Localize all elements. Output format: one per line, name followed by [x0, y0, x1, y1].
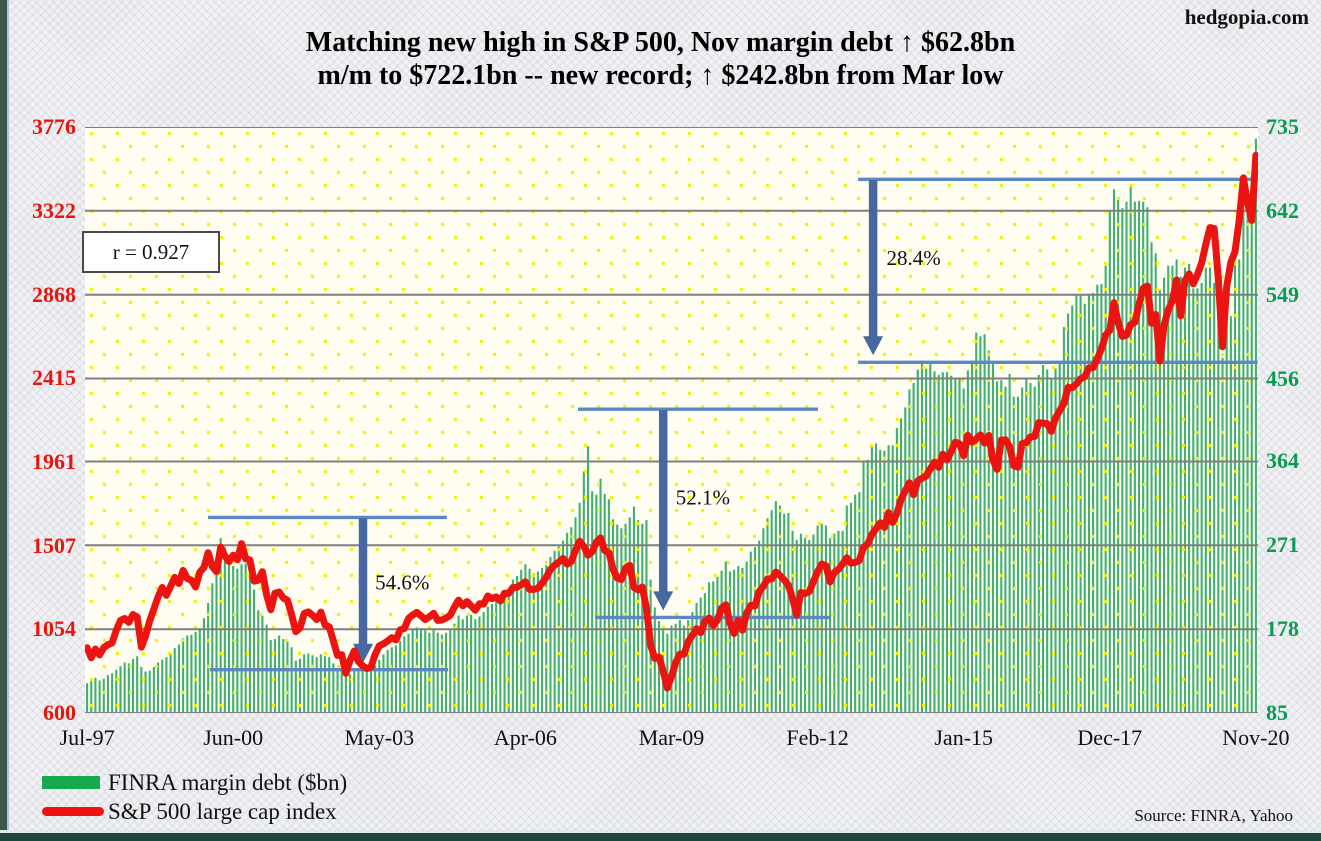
correlation-box: r = 0.927	[82, 231, 220, 273]
y-axis-tick-right: 178	[1266, 616, 1299, 642]
y-axis-tick-left: 600	[43, 700, 76, 725]
y-axis-tick-right: 549	[1266, 281, 1299, 307]
x-axis-tick: Jan-15	[934, 725, 994, 750]
y-axis-tick-right: 735	[1266, 114, 1299, 139]
y-axis-tick-right: 271	[1266, 532, 1299, 558]
plot-area: 54.6% 52.1% 28.4%	[83, 126, 1260, 714]
y-axis-tick-left: 2868	[32, 281, 76, 307]
y-axis-tick-left: 3776	[32, 114, 76, 139]
x-axis-tick: Jul-97	[59, 725, 115, 750]
chart-canvas: 54.6% 52.1% 28.4%	[83, 126, 1260, 714]
sp500-swatch	[42, 807, 104, 816]
title-line-2: m/m to $722.1bn -- new record; ↑ $242.8b…	[317, 60, 1004, 91]
x-axis-tick: Apr-06	[493, 725, 557, 750]
x-axis-tick: Dec-17	[1077, 725, 1143, 750]
x-axis-tick: May-03	[344, 725, 415, 750]
x-axis-tick: Jun-00	[203, 725, 264, 750]
legend-item-margin-debt: FINRA margin debt ($bn)	[42, 768, 347, 797]
legend: FINRA margin debt ($bn) S&P 500 large ca…	[42, 768, 347, 826]
y-axis-tick-right: 456	[1266, 365, 1299, 391]
source-note: Source: FINRA, Yahoo	[1134, 806, 1293, 825]
chart-title: Matching new high in S&P 500, Nov margin…	[0, 26, 1321, 92]
svg-text:52.1%: 52.1%	[676, 486, 730, 510]
y-axis-tick-right: 364	[1266, 448, 1299, 474]
y-axis-tick-right: 642	[1266, 197, 1299, 223]
svg-text:54.6%: 54.6%	[375, 571, 429, 595]
y-axis-tick-left: 2415	[32, 365, 76, 391]
correlation-label: r = 0.927	[112, 240, 190, 264]
bottom-edge-decoration	[0, 833, 1321, 841]
y-axis-tick-left: 1054	[32, 616, 76, 642]
title-line-1: Matching new high in S&P 500, Nov margin…	[305, 27, 1016, 58]
x-axis: Jul-97 Jun-00 May-03 Apr-06 Mar-09 Feb-12 Jan-…	[0, 725, 1321, 755]
svg-text:28.4%: 28.4%	[887, 246, 941, 270]
brand-text: hedgopia.com	[1184, 5, 1309, 29]
bottom-edge-highlight	[0, 830, 1321, 833]
y-axis-tick-right: 85	[1266, 700, 1288, 725]
x-axis-tick: Mar-09	[638, 725, 705, 750]
legend-item-sp500: S&P 500 large cap index	[42, 797, 347, 826]
y-axis-tick-left: 3322	[32, 197, 76, 223]
margin-debt-swatch	[42, 776, 100, 789]
left-edge-decoration	[0, 0, 7, 841]
legend-label-sp500: S&P 500 large cap index	[108, 798, 337, 824]
x-axis-tick: Nov-20	[1222, 725, 1290, 750]
legend-label-margin-debt: FINRA margin debt ($bn)	[108, 769, 348, 795]
y-axis-tick-left: 1507	[32, 532, 76, 558]
left-edge-highlight	[7, 0, 9, 841]
y-axis-tick-left: 1961	[32, 448, 76, 474]
x-axis-tick: Feb-12	[786, 725, 849, 750]
